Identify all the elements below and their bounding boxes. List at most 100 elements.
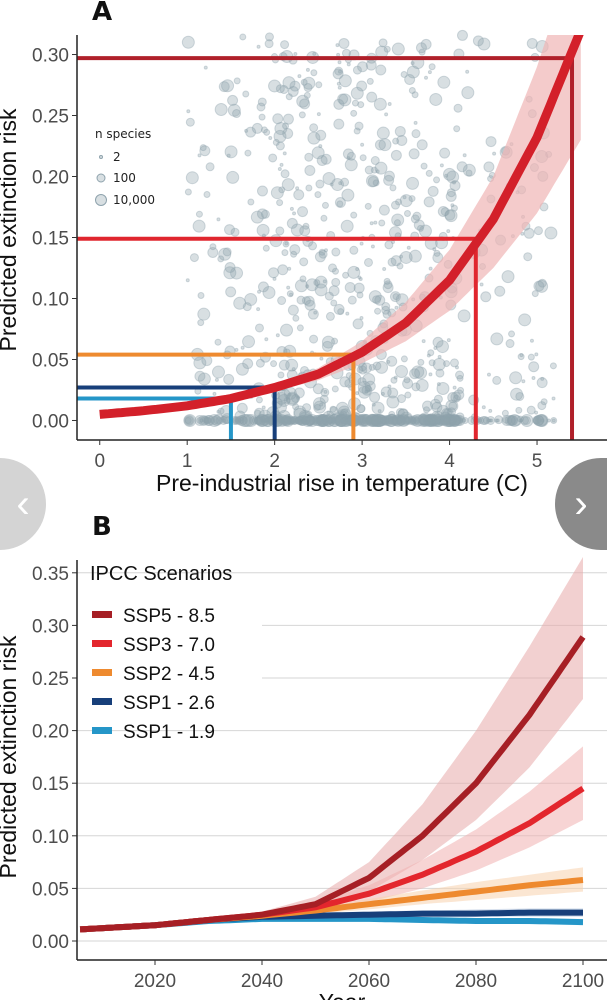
- scatter-point: [316, 414, 328, 426]
- scatter-point: [209, 243, 217, 251]
- scatter-point: [333, 118, 345, 130]
- scatter-point: [446, 170, 460, 184]
- scatter-point: [391, 213, 405, 227]
- scatter-point: [373, 413, 387, 427]
- scatter-point: [517, 353, 525, 361]
- scatter-point: [185, 117, 195, 127]
- scatter-point: [255, 396, 263, 404]
- scatter-point: [424, 414, 436, 426]
- scatter-point: [215, 416, 223, 424]
- scatter-point: [308, 415, 318, 425]
- scatter-point: [423, 414, 435, 426]
- scatter-point: [314, 275, 328, 289]
- scatter-point: [403, 376, 411, 384]
- scatter-point: [286, 290, 294, 298]
- scatter-point: [392, 415, 402, 425]
- scatter-point: [411, 365, 425, 379]
- scatter-point: [413, 416, 421, 424]
- scatter-point: [362, 372, 376, 386]
- scatter-point: [312, 383, 324, 395]
- scatter-point: [429, 418, 434, 423]
- scatter-point: [227, 94, 239, 106]
- scatter-point: [377, 416, 385, 424]
- scatter-point: [406, 176, 420, 190]
- scatter-point: [477, 418, 482, 423]
- scatter-point: [185, 278, 190, 283]
- scatter-point: [374, 161, 388, 175]
- scatter-point: [526, 37, 538, 49]
- scatter-point: [448, 401, 458, 411]
- scatter-point: [532, 416, 540, 424]
- scatter-point: [515, 391, 525, 401]
- scatter-point: [294, 279, 308, 293]
- scatter-point: [370, 166, 378, 174]
- scatter-point: [234, 418, 239, 423]
- scatter-point: [254, 416, 262, 424]
- scatter-point: [424, 413, 438, 427]
- scatter-point: [367, 176, 379, 188]
- scatter-point: [296, 395, 301, 400]
- scatter-point: [340, 416, 348, 424]
- scatter-point: [371, 402, 376, 407]
- scatter-point: [227, 103, 241, 117]
- scatter-point: [370, 415, 380, 425]
- scatter-point: [396, 418, 401, 423]
- scatter-point: [409, 414, 421, 426]
- scatter-point: [392, 293, 400, 301]
- scatter-point: [361, 362, 373, 374]
- scatter-point: [395, 414, 407, 426]
- scatter-point: [395, 416, 403, 424]
- scatter-point: [286, 415, 296, 425]
- scatter-point: [532, 415, 542, 425]
- scatter-point: [301, 415, 311, 425]
- scatter-point: [342, 148, 354, 160]
- scatter-point: [357, 414, 369, 426]
- scatter-point: [397, 408, 409, 420]
- scatter-point: [322, 413, 336, 427]
- scatter-point: [508, 413, 522, 427]
- scatter-point: [393, 375, 398, 380]
- scatter-point: [261, 418, 266, 423]
- scatter-point: [383, 280, 393, 290]
- scatter-point: [307, 308, 319, 320]
- scatter-point: [380, 415, 390, 425]
- scatter-point: [395, 365, 409, 379]
- scatter-point: [266, 418, 271, 423]
- scatter-point: [294, 416, 302, 424]
- scatter-point: [395, 198, 403, 206]
- scatter-point: [387, 413, 397, 423]
- y-tick-label: 0.05: [32, 350, 69, 371]
- scatter-point: [442, 415, 452, 425]
- scatter-point: [331, 267, 339, 275]
- scatter-point: [432, 247, 437, 252]
- scatter-point: [338, 410, 348, 420]
- scatter-point: [374, 418, 379, 423]
- scatter-point: [357, 275, 362, 280]
- scatter-point: [193, 356, 207, 370]
- panel-a: A 0.00 0.05 0.10 0.15 0.20 0.25 0.30 0 1 2 3 4 5Pre-i…: [0, 0, 607, 496]
- scatter-point: [318, 418, 323, 423]
- scatter-point: [303, 83, 313, 93]
- scatter-point: [310, 69, 318, 77]
- scatter-point: [239, 33, 247, 41]
- scatter-point: [299, 257, 309, 267]
- scatter-point: [282, 415, 292, 425]
- scatter-point: [245, 126, 257, 138]
- scatter-point: [283, 416, 291, 424]
- scatter-point: [356, 80, 368, 92]
- scatter-point: [382, 282, 394, 294]
- scatter-point: [297, 414, 309, 426]
- scatter-point: [428, 413, 442, 427]
- scatter-point: [237, 416, 245, 424]
- scatter-point: [328, 418, 333, 423]
- scatter-point: [374, 307, 382, 315]
- scatter-point: [289, 206, 294, 211]
- scatter-point: [239, 413, 253, 427]
- scatter-point: [256, 307, 261, 312]
- x-tick-label: 2: [269, 451, 280, 472]
- scatter-point: [419, 414, 431, 426]
- scatter-point: [399, 414, 411, 426]
- scatter-point: [505, 339, 515, 349]
- scatter-point: [416, 224, 424, 232]
- scatter-point: [226, 153, 231, 158]
